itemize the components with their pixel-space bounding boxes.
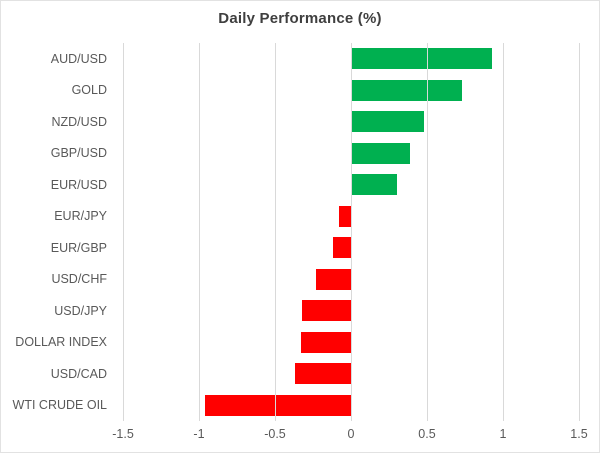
plot-area xyxy=(123,43,580,421)
x-tick-label-0: 0 xyxy=(347,427,355,441)
gridline-1 xyxy=(503,43,504,421)
bar-dollar-index xyxy=(300,331,351,353)
bar-usd-chf xyxy=(316,268,351,290)
bar-wti-crude-oil xyxy=(205,394,351,416)
category-label-usd-cad: USD/CAD xyxy=(50,366,107,381)
bar-row-gold xyxy=(123,75,579,107)
bar-row-wti-crude-oil xyxy=(123,390,579,422)
x-tick-label--1.5: -1.5 xyxy=(112,427,134,441)
x-tick-label-0.5: 0.5 xyxy=(418,427,436,441)
x-tick-label-1.5: 1.5 xyxy=(570,427,588,441)
category-label-aud-usd: AUD/USD xyxy=(50,51,107,66)
bar-gold xyxy=(351,79,462,101)
x-tick-label--1: -1 xyxy=(193,427,205,441)
category-label-dollar-index: DOLLAR INDEX xyxy=(15,335,107,350)
bar-row-eur-usd xyxy=(123,169,579,201)
y-axis-category-labels: AUD/USD GOLD NZD/USD GBP/USD EUR/USD EUR/JPY E… xyxy=(1,43,107,421)
gridline--0.5 xyxy=(274,43,276,421)
bar-usd-cad xyxy=(294,363,351,385)
category-label-eur-gbp: EUR/GBP xyxy=(50,240,107,255)
gridline-0 xyxy=(351,43,352,421)
bar-row-dollar-index xyxy=(123,327,579,359)
category-label-eur-usd: EUR/USD xyxy=(50,177,107,192)
bar-usd-jpy xyxy=(302,300,351,322)
gridline-0.5 xyxy=(426,43,428,421)
bar-row-nzd-usd xyxy=(123,106,579,138)
category-label-eur-jpy: EUR/JPY xyxy=(54,209,107,224)
x-tick-label--0.5: -0.5 xyxy=(264,427,286,441)
gridline--1 xyxy=(198,43,200,421)
category-label-gold: GOLD xyxy=(71,83,107,98)
bar-row-eur-gbp xyxy=(123,232,579,264)
bar-nzd-usd xyxy=(351,111,424,133)
bar-row-usd-cad xyxy=(123,358,579,390)
bar-aud-usd xyxy=(351,48,493,70)
bar-eur-gbp xyxy=(332,237,351,259)
bar-row-usd-chf xyxy=(123,264,579,296)
bar-row-gbp-usd xyxy=(123,138,579,170)
bar-gbp-usd xyxy=(351,142,411,164)
gridline--1.5 xyxy=(123,43,124,421)
category-label-wti-crude-oil: WTI CRUDE OIL xyxy=(12,398,107,413)
chart-title: Daily Performance (%) xyxy=(218,10,382,27)
bar-rows xyxy=(123,43,579,421)
category-label-nzd-usd: NZD/USD xyxy=(51,114,107,129)
bar-row-eur-jpy xyxy=(123,201,579,233)
x-axis-tick-labels: -1.5 -1 -0.5 0 0.5 1 1.5 xyxy=(112,427,587,447)
category-label-usd-jpy: USD/JPY xyxy=(54,303,107,318)
category-label-gbp-usd: GBP/USD xyxy=(50,146,107,161)
category-label-usd-chf: USD/CHF xyxy=(51,272,107,287)
bar-row-usd-jpy xyxy=(123,295,579,327)
bar-eur-jpy xyxy=(338,205,351,227)
bar-row-aud-usd xyxy=(123,43,579,75)
x-tick-label-1: 1 xyxy=(499,427,507,441)
bar-eur-usd xyxy=(351,174,397,196)
gridline-1.5 xyxy=(579,43,580,421)
